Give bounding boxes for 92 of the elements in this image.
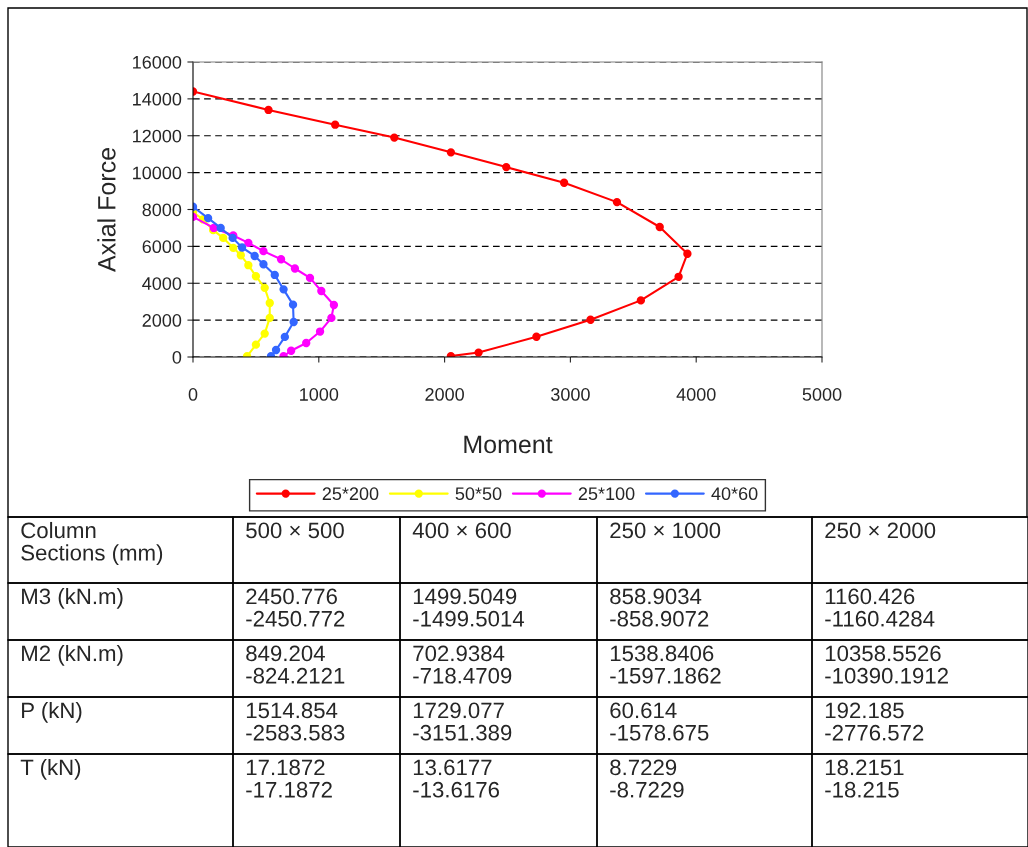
point bbox=[276, 255, 286, 264]
y-tick-label: 6000 bbox=[142, 240, 182, 254]
legend-label: 25*200 bbox=[322, 487, 379, 501]
point bbox=[236, 251, 245, 260]
text: 849.204 -824.2121 bbox=[246, 645, 345, 684]
text: 400 × 600 bbox=[412, 522, 511, 539]
x-axis-title: Moment bbox=[464, 435, 553, 454]
point bbox=[265, 298, 274, 308]
point bbox=[315, 327, 325, 336]
text: 250 × 2000 bbox=[825, 522, 936, 539]
text: Column Sections (mm) bbox=[21, 521, 163, 565]
text: P (kN) bbox=[22, 701, 82, 723]
y-tick-label: 0 bbox=[172, 350, 182, 364]
point bbox=[280, 332, 289, 342]
text: 13.6177 -13.6176 bbox=[413, 759, 499, 798]
point bbox=[203, 214, 213, 223]
text: 192.185 -2776.572 bbox=[825, 702, 924, 741]
text: 1160.426 -1160.4284 bbox=[825, 588, 935, 627]
text: 1514.854 -2583.583 bbox=[246, 702, 345, 741]
x-tick-label: 0 bbox=[188, 388, 198, 401]
text: 10358.5526 -10390.1912 bbox=[825, 645, 948, 684]
text: 17.1872 -17.1872 bbox=[246, 759, 332, 798]
point bbox=[265, 313, 274, 323]
point bbox=[237, 243, 247, 252]
text: 60.614 -1578.675 bbox=[610, 702, 709, 741]
point bbox=[244, 238, 253, 248]
point bbox=[655, 222, 664, 232]
point bbox=[330, 120, 340, 129]
point bbox=[559, 178, 569, 187]
point bbox=[302, 338, 311, 348]
text: 1729.077 -3151.389 bbox=[413, 702, 512, 741]
text: 858.9034 -858.9072 bbox=[610, 588, 709, 627]
point bbox=[271, 345, 281, 355]
text: T (kN) bbox=[20, 758, 81, 780]
y-tick-label: 4000 bbox=[142, 277, 182, 290]
point bbox=[244, 261, 253, 270]
text: M2 (kN.m) bbox=[22, 644, 123, 666]
point bbox=[289, 317, 298, 327]
point bbox=[264, 105, 273, 115]
y-tick-label: 12000 bbox=[133, 129, 182, 143]
point bbox=[683, 249, 692, 258]
text: 1499.5049 -1499.5014 bbox=[413, 588, 525, 627]
y-tick-label: 10000 bbox=[133, 166, 182, 180]
point bbox=[290, 264, 300, 273]
text: 1538.8406 -1597.1862 bbox=[610, 645, 721, 684]
legend-label: 50*50 bbox=[455, 487, 502, 501]
text: 702.9384 -718.4709 bbox=[413, 645, 512, 684]
point bbox=[329, 300, 339, 310]
y-axis-title: Axial Force bbox=[97, 148, 116, 272]
text: 250 × 1000 bbox=[610, 522, 721, 539]
point bbox=[259, 247, 268, 256]
y-tick-label: 16000 bbox=[133, 55, 182, 69]
point bbox=[636, 296, 646, 305]
y-tick-label: 8000 bbox=[142, 203, 182, 217]
point bbox=[674, 272, 683, 281]
x-tick-label: 5000 bbox=[802, 388, 842, 401]
y-tick-label: 14000 bbox=[133, 92, 182, 106]
point bbox=[288, 300, 298, 309]
x-tick-label: 3000 bbox=[551, 388, 590, 401]
x-tick-label: 4000 bbox=[676, 388, 716, 401]
y-tick-label: 2000 bbox=[142, 314, 182, 327]
point bbox=[251, 272, 261, 281]
point bbox=[216, 223, 225, 233]
text: 8.7229 -8.7229 bbox=[610, 759, 684, 798]
point bbox=[250, 251, 259, 261]
point bbox=[286, 346, 296, 355]
x-tick-label: 2000 bbox=[425, 388, 464, 401]
text: 2450.776 -2450.772 bbox=[246, 588, 345, 627]
point bbox=[612, 197, 622, 207]
point bbox=[279, 285, 288, 294]
point bbox=[446, 148, 456, 157]
point bbox=[259, 260, 268, 269]
point bbox=[532, 332, 541, 341]
point bbox=[474, 348, 483, 357]
point bbox=[260, 283, 269, 293]
point bbox=[270, 270, 279, 280]
text: M3 (kN.m) bbox=[22, 587, 123, 609]
point bbox=[251, 340, 261, 349]
point bbox=[305, 273, 315, 283]
point bbox=[229, 243, 238, 253]
point bbox=[317, 286, 326, 296]
point bbox=[260, 329, 269, 338]
point bbox=[219, 233, 228, 243]
point bbox=[502, 162, 511, 172]
text: 500 × 500 bbox=[246, 522, 344, 539]
legend-label: 25*100 bbox=[578, 487, 635, 501]
text: 18.2151 -18.215 bbox=[825, 759, 904, 798]
point bbox=[390, 133, 399, 142]
x-tick-label: 1000 bbox=[300, 388, 339, 401]
point bbox=[586, 315, 595, 324]
point bbox=[327, 313, 336, 323]
legend-label: 40*60 bbox=[711, 487, 758, 501]
